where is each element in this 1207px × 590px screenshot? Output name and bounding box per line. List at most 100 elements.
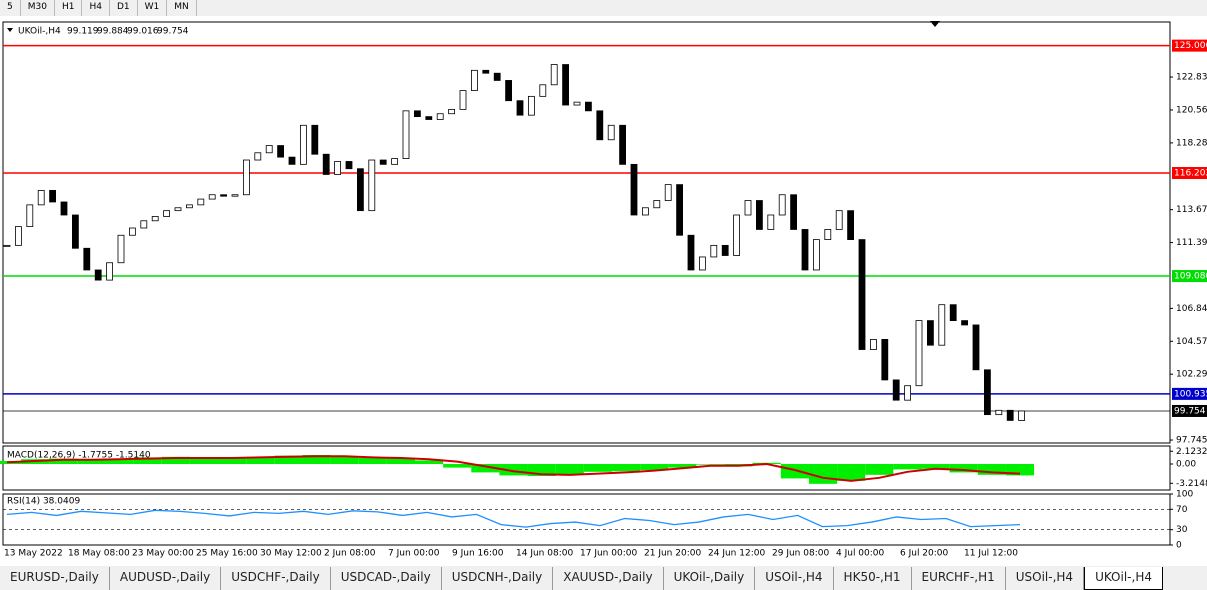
- x-tick-label: 14 Jun 08:00: [516, 549, 573, 559]
- timeframe-button[interactable]: W1: [138, 0, 168, 16]
- chart-tab[interactable]: XAUUSD-,Daily: [553, 567, 664, 590]
- candle: [140, 220, 148, 229]
- macd-bar: [499, 464, 528, 476]
- candle: [870, 339, 877, 350]
- candle: [425, 116, 433, 120]
- candle: [1018, 410, 1025, 421]
- candle: [402, 110, 410, 159]
- candle: [470, 69, 478, 91]
- y-tick-label: 113.67: [1176, 205, 1207, 215]
- candle: [881, 339, 889, 381]
- timeframe-button[interactable]: D1: [110, 0, 138, 16]
- chart-tab[interactable]: AUDUSD-,Daily: [110, 567, 222, 590]
- candle: [664, 184, 672, 201]
- candle: [858, 239, 866, 350]
- y-tick-label: 118.285: [1176, 138, 1207, 148]
- timeframe-button[interactable]: H4: [82, 0, 110, 16]
- candle: [710, 244, 718, 258]
- candle: [847, 210, 854, 240]
- candle: [242, 159, 250, 196]
- candle: [413, 110, 421, 118]
- candle: [106, 262, 113, 281]
- macd-bar: [640, 464, 669, 471]
- candle: [642, 207, 649, 216]
- y-tick-label: 102.295: [1176, 370, 1207, 380]
- macd-bar: [246, 456, 275, 465]
- macd-bar: [668, 464, 697, 468]
- y-tick-label: 100: [1176, 490, 1193, 500]
- candle: [927, 320, 934, 346]
- candle: [493, 72, 501, 81]
- macd-bar: [780, 464, 809, 479]
- chart-tab[interactable]: USOil-,H4: [1006, 567, 1085, 590]
- candle: [596, 110, 604, 141]
- macd-bar: [696, 464, 725, 465]
- x-tick-label: 7 Jun 00:00: [388, 549, 440, 559]
- candle: [915, 320, 923, 387]
- candle: [379, 159, 387, 165]
- y-tick-label: 111.395: [1176, 238, 1207, 248]
- chart-tab[interactable]: EURUSD-,Daily: [0, 567, 110, 590]
- candle: [505, 80, 513, 102]
- macd-bar: [837, 464, 866, 481]
- candle: [231, 194, 239, 197]
- chart-tab[interactable]: USOil-,H4: [755, 567, 834, 590]
- candle: [539, 84, 547, 97]
- ohlc-value: 99.119: [67, 27, 99, 37]
- level-label-bg: [1172, 167, 1207, 180]
- x-tick-label: 9 Jun 16:00: [452, 549, 504, 559]
- level-label: 109.080: [1174, 272, 1207, 282]
- current-price: 99.754: [1174, 406, 1206, 416]
- candle: [220, 194, 228, 197]
- candle: [653, 200, 661, 209]
- x-tick-label: 21 Jun 20:00: [644, 549, 701, 559]
- macd-bar: [555, 464, 584, 475]
- macd-bar: [49, 458, 78, 465]
- candle: [995, 409, 1003, 416]
- candle: [334, 161, 342, 175]
- macd-bar: [893, 464, 922, 470]
- chart-window: 122.835 120.560 118.285 113.67 111.395 106.84…: [0, 16, 1207, 566]
- x-tick-label: 11 Jul 12:00: [964, 549, 1018, 559]
- candle: [904, 385, 911, 401]
- candle: [1006, 409, 1014, 421]
- candle: [185, 204, 193, 209]
- level-label-bg: [1172, 387, 1207, 400]
- chart-tab[interactable]: HK50-,H1: [834, 567, 912, 590]
- x-tick-label: 29 Jun 08:00: [772, 549, 829, 559]
- macd-bar: [105, 458, 134, 465]
- candle: [311, 124, 319, 155]
- candle: [163, 210, 171, 217]
- chart-tab[interactable]: USDCHF-,Daily: [221, 567, 331, 590]
- chart-tab[interactable]: EURCHF-,H1: [912, 567, 1006, 590]
- candle: [254, 152, 262, 161]
- indicator-label: RSI(14) 38.0409: [7, 497, 80, 507]
- candle: [813, 239, 820, 271]
- candle: [436, 113, 444, 120]
- y-tick-label: 122.835: [1176, 73, 1207, 83]
- macd-bar: [161, 456, 190, 465]
- y-tick-label: 0: [1176, 541, 1182, 551]
- candle: [482, 69, 490, 74]
- candle: [721, 244, 729, 256]
- y-tick-label: 70: [1176, 505, 1188, 515]
- timeframe-button[interactable]: M30: [21, 0, 55, 16]
- timeframe-button[interactable]: MN: [167, 0, 197, 16]
- candle: [892, 379, 900, 401]
- candle: [550, 64, 558, 86]
- rsi-line: [6, 509, 1021, 528]
- x-tick-label: 24 Jun 12:00: [708, 549, 765, 559]
- chart-tab[interactable]: UKOil-,H4: [1084, 567, 1163, 590]
- chart-tab[interactable]: UKOil-,Daily: [664, 567, 756, 590]
- candle: [60, 201, 68, 216]
- macd-bar: [443, 464, 472, 468]
- macd-bar: [274, 455, 303, 465]
- chart-tab[interactable]: USDCAD-,Daily: [331, 567, 442, 590]
- candle: [448, 108, 456, 115]
- candle: [972, 324, 980, 371]
- candle: [26, 204, 34, 227]
- timeframe-button[interactable]: H1: [55, 0, 83, 16]
- chart-tab[interactable]: USDCNH-,Daily: [442, 567, 554, 590]
- timeframe-button[interactable]: 5: [0, 0, 21, 16]
